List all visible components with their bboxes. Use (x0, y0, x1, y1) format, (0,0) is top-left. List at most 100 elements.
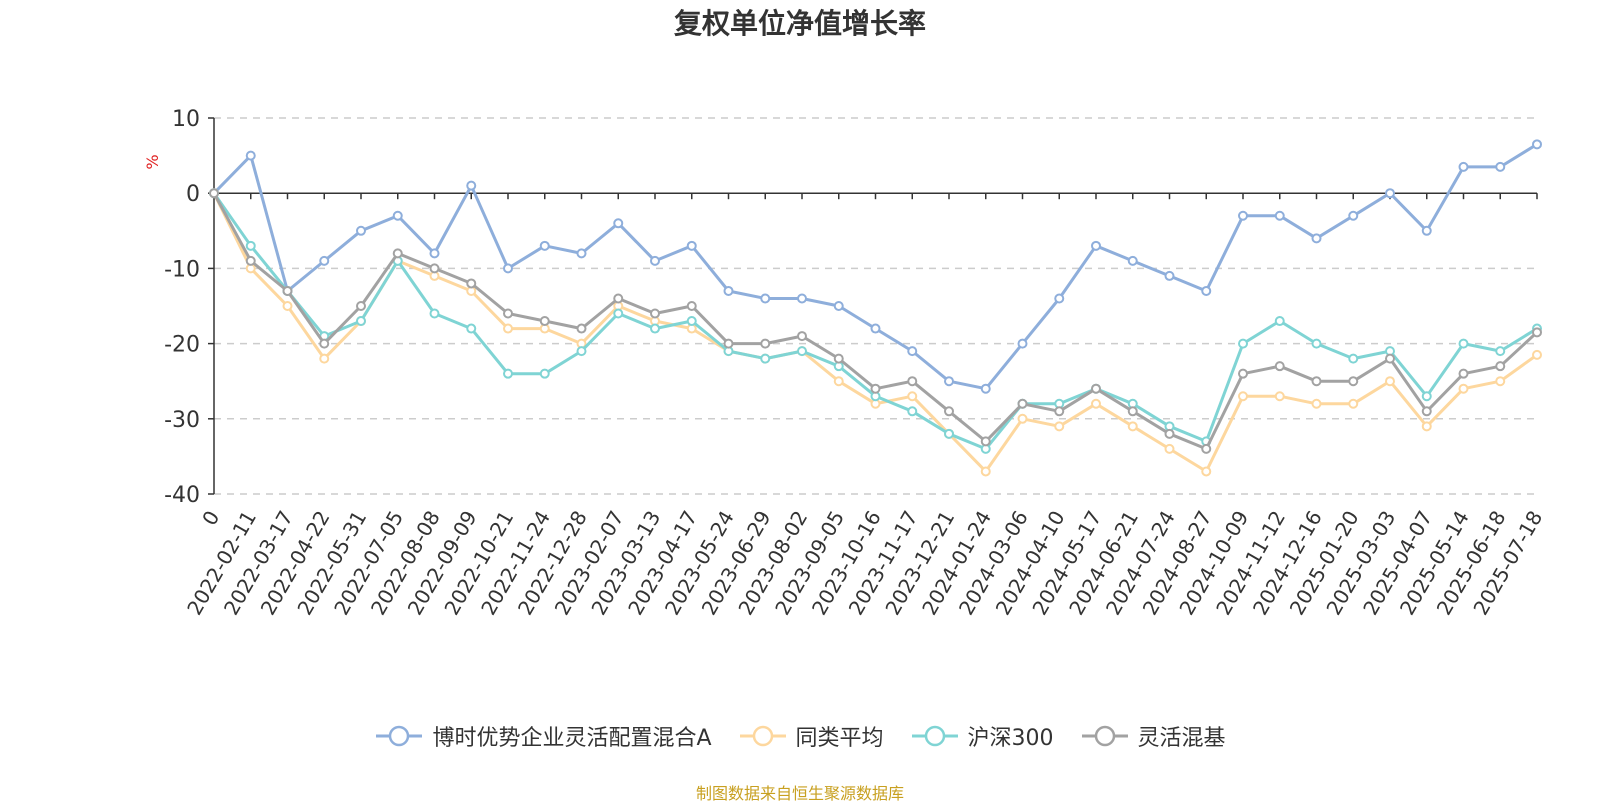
data-point (466, 180, 477, 191)
data-point (1054, 421, 1065, 432)
legend-item[interactable]: 沪深300 (910, 720, 1054, 752)
data-point (797, 293, 807, 304)
data-point (466, 323, 477, 334)
data-point (319, 338, 330, 349)
data-point (944, 376, 954, 387)
y-tick-label: 10 (172, 107, 200, 132)
data-point (944, 428, 954, 439)
data-point (1091, 383, 1101, 394)
data-point (723, 285, 734, 296)
data-point (503, 323, 513, 334)
data-source-note: 制图数据来自恒生聚源数据库 (695, 784, 904, 803)
data-point (1348, 376, 1359, 387)
data-point (1201, 443, 1212, 454)
data-point (1091, 240, 1101, 251)
chart-legend: 博时优势企业灵活配置混合A 同类平均 沪深300 灵活混基 (0, 720, 1600, 752)
data-point (1311, 398, 1322, 409)
data-point (760, 338, 771, 349)
data-point (907, 391, 918, 402)
data-point (1348, 353, 1359, 364)
data-point (980, 466, 991, 477)
data-point (760, 293, 771, 304)
legend-line-circle-icon (739, 725, 786, 747)
data-point (797, 331, 807, 342)
data-point (1274, 361, 1285, 372)
legend-item[interactable]: 灵活混基 (1080, 720, 1226, 752)
data-point (209, 188, 219, 199)
y-tick-label: -30 (164, 408, 200, 433)
data-point (1421, 406, 1432, 417)
legend-line-circle-icon (376, 725, 423, 747)
data-point (1385, 376, 1395, 387)
y-tick-label: -20 (164, 333, 200, 358)
data-point (1238, 338, 1248, 349)
data-point (1017, 398, 1028, 409)
data-point (1017, 413, 1028, 424)
data-point (1238, 210, 1248, 221)
data-point (797, 346, 807, 357)
data-point (1054, 406, 1065, 417)
data-point (1311, 338, 1322, 349)
data-point (1458, 338, 1469, 349)
data-point (1017, 338, 1028, 349)
data-point (539, 316, 550, 327)
data-point (1238, 391, 1248, 402)
data-point (686, 316, 697, 327)
data-point (1091, 398, 1101, 409)
data-point (1274, 316, 1285, 327)
data-point (870, 383, 881, 394)
data-point (613, 218, 624, 229)
legend-item[interactable]: 同类平均 (738, 720, 884, 752)
data-point (1495, 361, 1506, 372)
data-point (1495, 376, 1506, 387)
data-point (1238, 368, 1248, 379)
data-point (1164, 270, 1175, 281)
y-tick-label: -10 (164, 257, 200, 282)
data-point (1274, 391, 1285, 402)
data-point (686, 301, 697, 311)
data-point (1311, 233, 1322, 244)
data-point (1274, 210, 1285, 221)
data-point (576, 323, 587, 334)
data-point (429, 263, 440, 274)
data-point (392, 248, 403, 259)
data-point (613, 308, 624, 319)
legend-line-circle-icon (911, 725, 958, 747)
data-point (1127, 406, 1138, 417)
data-point (282, 301, 293, 311)
line-chart: 100-10-20-30-40%02022-02-112022-03-17202… (143, 107, 1547, 619)
data-point (1385, 188, 1395, 199)
data-point (1348, 210, 1359, 221)
data-point (503, 308, 513, 319)
data-point (1421, 225, 1432, 236)
data-point (1532, 139, 1542, 150)
data-point (686, 240, 697, 251)
data-point (356, 301, 366, 311)
data-point (245, 255, 256, 266)
data-point (1127, 255, 1138, 266)
data-point (319, 255, 330, 266)
data-point (907, 406, 918, 417)
data-point (356, 225, 366, 236)
data-point (650, 255, 660, 266)
data-point (980, 383, 991, 394)
data-point (833, 353, 844, 364)
data-point (1164, 443, 1175, 454)
data-point (1164, 428, 1175, 439)
data-point (245, 150, 256, 161)
data-point (576, 248, 587, 259)
data-point (1201, 466, 1212, 477)
data-point (944, 406, 954, 417)
y-tick-label: 0 (186, 182, 200, 207)
data-point (1385, 353, 1395, 364)
data-point (650, 323, 660, 334)
data-point (1311, 376, 1322, 387)
legend-item[interactable]: 博时优势企业灵活配置混合A (374, 720, 712, 752)
data-point (833, 376, 844, 387)
data-point (833, 301, 844, 311)
data-point (1532, 349, 1542, 360)
data-point (760, 353, 771, 364)
x-tick-label: 0 (197, 507, 224, 530)
data-point (429, 248, 440, 259)
